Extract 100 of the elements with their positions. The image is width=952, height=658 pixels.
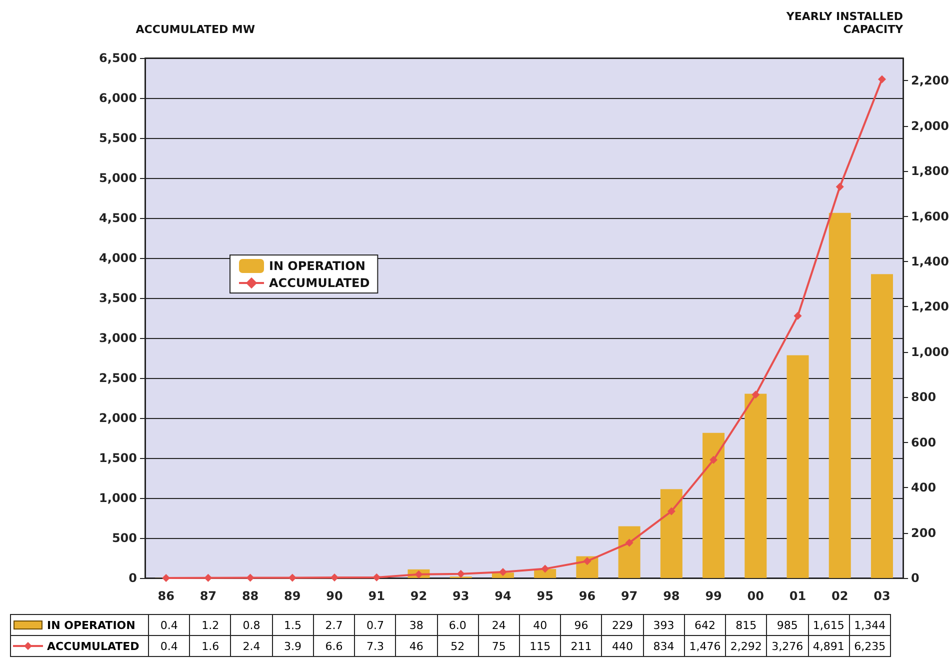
- data-label: 75: [478, 636, 520, 656]
- data-label: 46: [396, 636, 438, 656]
- data-label: 7.3: [354, 636, 396, 656]
- y2-tick-label: 0: [911, 571, 920, 585]
- data-label: 40: [519, 614, 561, 636]
- y2-tick-label: 600: [911, 435, 936, 450]
- data-label: 440: [602, 636, 644, 656]
- x-tick-label: 03: [874, 589, 890, 603]
- point: [625, 538, 634, 547]
- data-label: 815: [726, 614, 767, 636]
- y-axis-title: ACCUMULATED MW: [136, 23, 255, 36]
- bar: [828, 212, 851, 578]
- point: [878, 75, 886, 84]
- y-tick-label: 5,500: [99, 131, 137, 145]
- y-tick-label: 5,000: [99, 171, 137, 185]
- y2-tick-label: 800: [911, 390, 936, 404]
- data-label: 1,615: [808, 614, 850, 636]
- data-label: 393: [643, 614, 684, 636]
- data-label: 6.0: [437, 614, 478, 636]
- legend-label: IN OPERATION: [269, 259, 366, 273]
- x-tick-label: 99: [705, 589, 722, 603]
- y-tick-label: 500: [112, 531, 137, 545]
- point: [246, 574, 254, 582]
- bar: [870, 274, 893, 578]
- point: [541, 564, 550, 573]
- y2-tick-label: 2,200: [911, 74, 950, 88]
- data-label: 834: [643, 636, 684, 656]
- data-label: 1,344: [849, 614, 890, 636]
- y-tick-label: 4,500: [99, 211, 137, 225]
- data-label: 52: [437, 636, 478, 656]
- y-tick-label: 2,500: [99, 371, 137, 385]
- data-label: 1.6: [190, 636, 231, 656]
- bar: [744, 394, 767, 578]
- data-label: 96: [560, 614, 602, 636]
- data-label: 211: [560, 636, 602, 656]
- data-label: 0.4: [148, 614, 190, 636]
- point: [498, 568, 507, 576]
- data-label: 24: [478, 614, 520, 636]
- x-tick-label: 91: [368, 589, 385, 603]
- y2-tick-label: 200: [911, 526, 936, 540]
- data-label: 6.6: [313, 636, 355, 656]
- bar: [786, 355, 809, 578]
- x-tick-label: 87: [200, 589, 217, 603]
- data-label: 0.7: [354, 614, 396, 636]
- bar: [702, 432, 725, 578]
- legend-label: ACCUMULATED: [269, 276, 370, 290]
- x-tick-label: 94: [494, 589, 512, 603]
- y-tick-label: 1,000: [99, 491, 137, 505]
- y-tick-label: 4,000: [99, 251, 137, 265]
- data-label: 115: [519, 636, 561, 656]
- y-tick-label: 1,500: [99, 451, 137, 465]
- point: [794, 312, 802, 320]
- data-label: 3,276: [766, 636, 808, 656]
- point: [836, 182, 844, 191]
- x-tick-label: 86: [158, 589, 174, 603]
- bar: [660, 489, 682, 578]
- x-tick-label: 96: [578, 589, 596, 603]
- x-tick-label: 88: [242, 589, 259, 603]
- point: [204, 574, 212, 582]
- data-label: 6,235: [849, 636, 890, 656]
- text: ACCUMULATED: [47, 640, 140, 652]
- x-tick-label: 90: [326, 589, 343, 603]
- x-tick-label: 93: [452, 589, 470, 603]
- y2-tick-label: 1,400: [911, 254, 950, 268]
- data-label: 642: [684, 614, 726, 636]
- point: [583, 557, 592, 566]
- point: [667, 507, 676, 516]
- y-tick-label: 2,000: [99, 411, 137, 425]
- x-tick-label: 95: [536, 589, 554, 603]
- y2-axis-title: YEARLY INSTALLED CAPACITY: [785, 10, 904, 36]
- data-label: 0.8: [230, 614, 272, 636]
- data-label: 1,476: [684, 636, 726, 656]
- point: [288, 574, 296, 582]
- y2-tick-label: 1,800: [911, 164, 950, 178]
- data-label: 229: [602, 614, 644, 636]
- data-label: 2.7: [313, 614, 355, 636]
- y-tick-label: 3,500: [99, 291, 137, 305]
- data-label: 2.4: [230, 636, 272, 656]
- bar: [618, 526, 640, 578]
- data-label: 1.5: [272, 614, 314, 636]
- y2-tick-label: 1,000: [911, 344, 950, 359]
- x-tick-label: 89: [284, 589, 301, 603]
- y-tick-label: 3,000: [99, 331, 137, 345]
- text: IN OPERATION: [47, 618, 136, 632]
- x-tick-label: 98: [663, 589, 680, 603]
- x-tick-label: 92: [410, 589, 428, 603]
- x-tick-label: 00: [747, 589, 764, 603]
- y-tick-label: 0: [128, 571, 137, 585]
- data-label: 3.9: [272, 636, 314, 656]
- point: [372, 573, 381, 582]
- data-label: 985: [766, 614, 808, 636]
- point: [752, 390, 760, 399]
- x-tick-label: 01: [789, 589, 806, 603]
- data-label: 4,891: [808, 636, 850, 656]
- data-label: 0.4: [148, 636, 190, 656]
- y2-tick-label: 400: [911, 480, 936, 495]
- x-tick-label: 02: [832, 589, 848, 603]
- data-label: 38: [396, 614, 438, 636]
- y-tick-label: 6,500: [99, 51, 137, 65]
- y2-tick-label: 1,200: [911, 300, 950, 314]
